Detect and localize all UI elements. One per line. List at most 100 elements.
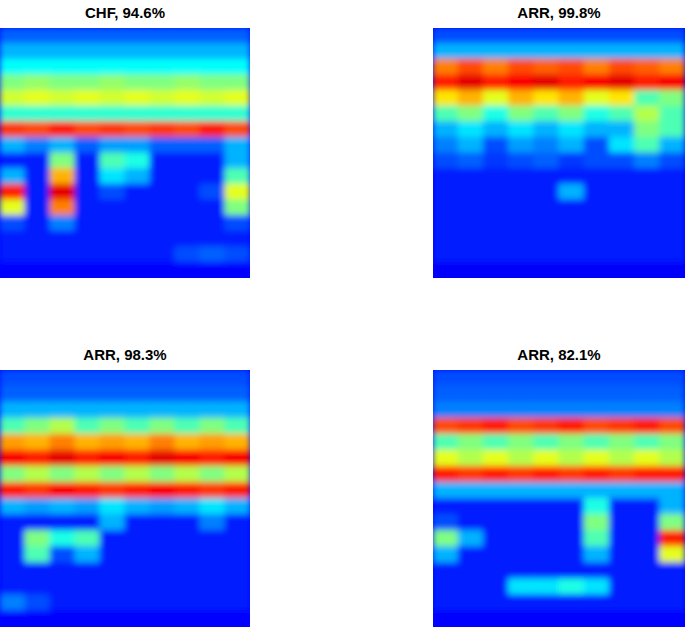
heatmap-cell (508, 43, 534, 60)
heatmap-cell (25, 482, 51, 499)
heatmap-cell (25, 168, 51, 185)
heatmap-cell (559, 74, 585, 91)
heatmap-cell (433, 562, 459, 579)
heatmap-cell (609, 450, 635, 467)
heatmap-cell (75, 153, 101, 170)
heatmap-cell (609, 137, 635, 154)
heatmap-cell (508, 546, 534, 563)
heatmap-cell (458, 578, 484, 595)
heatmap-cell (483, 610, 509, 627)
heatmap-cell (458, 90, 484, 107)
heatmap-cell (25, 466, 51, 483)
heatmap-cell (100, 562, 126, 579)
heatmap-cell (433, 610, 459, 627)
heatmap-cell (225, 74, 251, 91)
heatmap-cell (75, 402, 101, 419)
heatmap-cell (433, 530, 459, 547)
heatmap-cell (0, 546, 26, 563)
heatmap-cell (483, 137, 509, 154)
heatmap-cell (75, 514, 101, 531)
heatmap-cell (200, 231, 226, 248)
heatmap-cell (559, 28, 585, 44)
heatmap-cell (75, 594, 101, 611)
heatmap-cell (75, 121, 101, 138)
heatmap-cell (433, 498, 459, 515)
heatmap-cell (609, 418, 635, 435)
heatmap-cell (125, 74, 151, 91)
heatmap-cell (50, 59, 76, 76)
heatmap-cell (25, 498, 51, 515)
heatmap-cell (584, 594, 610, 611)
heatmap-cell (508, 562, 534, 579)
heatmap-cell (100, 28, 126, 44)
heatmap-cell (609, 482, 635, 499)
heatmap-cell (50, 466, 76, 483)
heatmap-cell (634, 121, 660, 138)
heatmap-cell (200, 43, 226, 60)
heatmap-cell (584, 215, 610, 232)
heatmap-cell (559, 594, 585, 611)
heatmap-cell (584, 106, 610, 123)
heatmap-cell (584, 121, 610, 138)
heatmap-cell (433, 546, 459, 563)
heatmap-cell (75, 498, 101, 515)
heatmap-cell (75, 184, 101, 201)
heatmap-cells (433, 370, 685, 627)
heatmap-cell (584, 74, 610, 91)
heatmap-cell (559, 43, 585, 60)
heatmap-cell (609, 530, 635, 547)
heatmap-cell (100, 402, 126, 419)
heatmap-cell (200, 137, 226, 154)
heatmap-cell (0, 562, 26, 579)
heatmap-cell (659, 562, 685, 579)
heatmap-cell (533, 578, 559, 595)
heatmap-cell (50, 262, 76, 278)
heatmap-cell (50, 153, 76, 170)
heatmap-cell (150, 90, 176, 107)
heatmap-cell (533, 121, 559, 138)
heatmap-cell (483, 246, 509, 263)
heatmap-cell (559, 418, 585, 435)
heatmap-cell (483, 466, 509, 483)
heatmap-cell (50, 562, 76, 579)
heatmap-cell (150, 262, 176, 278)
heatmap-cell (433, 386, 459, 403)
heatmap-cell (634, 482, 660, 499)
heatmap-cell (559, 59, 585, 76)
heatmap-cell (659, 90, 685, 107)
heatmap-cell (634, 246, 660, 263)
heatmap-cell (483, 418, 509, 435)
heatmap-cell (125, 90, 151, 107)
heatmap-cell (458, 482, 484, 499)
panel-background (433, 28, 685, 278)
heatmap-cell (125, 106, 151, 123)
heatmap-cell (533, 43, 559, 60)
heatmap-cell (200, 168, 226, 185)
heatmap-cell (584, 386, 610, 403)
heatmap-cell (225, 594, 251, 611)
heatmap-cell (584, 530, 610, 547)
heatmap-cell (50, 450, 76, 467)
heatmap-cell (609, 578, 635, 595)
heatmap-cell (200, 90, 226, 107)
heatmap-cell (175, 28, 201, 44)
heatmap-cell (50, 610, 76, 627)
heatmap-cell (533, 514, 559, 531)
heatmap-cell (483, 199, 509, 216)
heatmap-cell (0, 402, 26, 419)
heatmap-cell (609, 43, 635, 60)
heatmap-cell (25, 434, 51, 451)
heatmap-cell (175, 137, 201, 154)
heatmap-cell (175, 184, 201, 201)
heatmap-cell (634, 498, 660, 515)
heatmap-cell (100, 450, 126, 467)
heatmap-cell (0, 168, 26, 185)
heatmap-cell (433, 215, 459, 232)
heatmap-cell (458, 184, 484, 201)
heatmap-cell (125, 43, 151, 60)
heatmap-cell (559, 466, 585, 483)
heatmap-cell (0, 199, 26, 216)
heatmap-cell (659, 546, 685, 563)
heatmap-cell (150, 434, 176, 451)
heatmap-cell (609, 199, 635, 216)
